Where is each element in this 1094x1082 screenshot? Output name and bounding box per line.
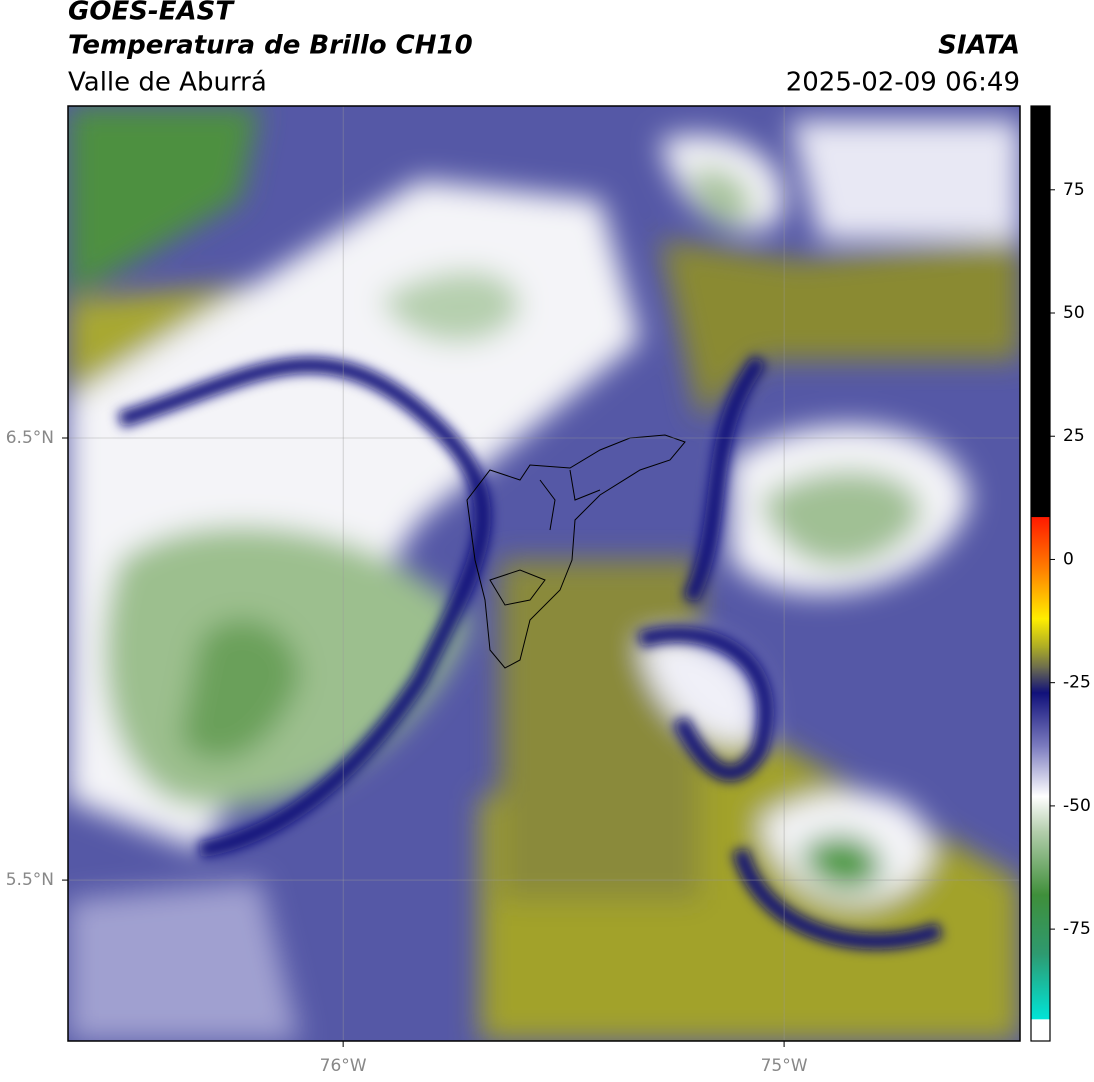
colorbar-segment: [1031, 953, 1050, 1020]
source: SIATA: [938, 31, 1020, 61]
colorbar-frame: [1030, 105, 1051, 1042]
x-tick-label: 75°W: [761, 1056, 808, 1076]
colorbar-segment: [1031, 746, 1050, 797]
x-tick-label: 76°W: [320, 1056, 367, 1076]
colorbar-segment: [1031, 1019, 1050, 1042]
datetime: 2025-02-09 06:49: [786, 68, 1020, 98]
colorbar-segment: [1031, 692, 1050, 748]
colorbar-segment: [1031, 618, 1050, 649]
satellite-image: [68, 106, 1020, 1041]
map-frame: [67, 105, 1021, 1042]
colorbar-segment: [1031, 517, 1050, 570]
colorbar-segment: [1031, 106, 1050, 518]
colorbar-segment: [1031, 667, 1050, 694]
colorbar-segment: [1031, 894, 1050, 955]
title: GOES-EAST: [68, 0, 235, 27]
colorbar-tick-label: -75: [1063, 919, 1091, 939]
colorbar-tick-label: 25: [1063, 426, 1085, 446]
valley-boundary: [466, 434, 686, 669]
colorbar-segment: [1031, 569, 1050, 620]
region: Valle de Aburrá: [68, 68, 267, 98]
y-tick-label: 6.5°N: [6, 428, 54, 448]
colorbar-tick-label: 50: [1063, 303, 1085, 323]
colorbar-tick-label: 0: [1063, 549, 1074, 569]
colorbar-tick-label: -50: [1063, 796, 1091, 816]
colorbar-tick-label: 75: [1063, 180, 1085, 200]
colorbar-segment: [1031, 830, 1050, 896]
colorbar-segment: [1031, 796, 1050, 832]
subtitle: Temperatura de Brillo CH10: [68, 31, 473, 61]
colorbar-segment: [1031, 648, 1050, 669]
colorbar-tick-label: -25: [1063, 673, 1091, 693]
y-tick-label: 5.5°N: [6, 870, 54, 890]
